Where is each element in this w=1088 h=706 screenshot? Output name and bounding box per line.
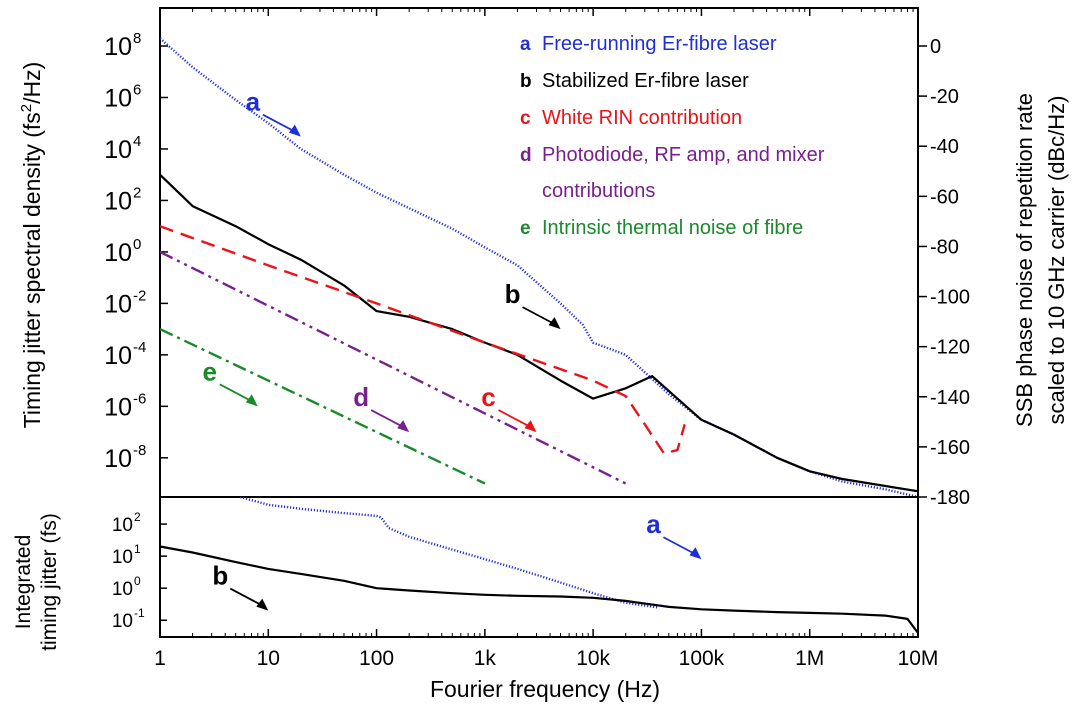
annotation-b-arrowhead xyxy=(256,598,269,611)
legend: a Free-running Er-fibre laser b Stabilized … xyxy=(520,33,825,239)
y-tick-exponent: 8 xyxy=(133,30,141,47)
y-tick-exponent: 6 xyxy=(133,81,141,98)
y-tick-exponent: -2 xyxy=(133,287,146,304)
legend-text-b: Stabilized Er-fibre laser xyxy=(542,70,749,92)
right-axis-tick-label: -180 xyxy=(930,487,970,509)
legend-key-c: c xyxy=(520,108,531,129)
x-tick-label: 1k xyxy=(474,647,497,670)
y-tick-label: 10 xyxy=(104,342,132,370)
y-tick-label: 10 xyxy=(104,393,132,421)
y-tick-exponent: -4 xyxy=(133,339,146,356)
right-axis-tick-label: -100 xyxy=(930,287,970,309)
y-tick-exponent: 4 xyxy=(133,133,141,150)
bottom-y-tick-label: 10 xyxy=(112,515,133,536)
x-tick-label: 100 xyxy=(359,647,394,670)
right-axis-tick-label: -20 xyxy=(930,86,959,108)
right-axis-tick-label: -40 xyxy=(930,136,959,158)
top-y-axis-label: Timing jitter spectral density (fs2/Hz) xyxy=(18,62,45,429)
annotation-e-arrowhead xyxy=(245,394,258,407)
bottom-y-tick-label: 10 xyxy=(112,611,133,632)
bottom-y-tick-exponent: 1 xyxy=(134,542,141,556)
annotation-c-arrowhead xyxy=(524,420,537,433)
right-axis-tick-label: -160 xyxy=(930,437,970,459)
legend-key-d: d xyxy=(520,145,532,166)
right-axis-tick-label: -120 xyxy=(930,337,970,359)
legend-text-d: Photodiode, RF amp, and mixer xyxy=(542,144,825,166)
bottom-y-tick-label: 10 xyxy=(112,579,133,600)
top-plot-frame xyxy=(159,7,919,498)
x-tick-label: 1M xyxy=(795,647,824,670)
y-tick-exponent: -8 xyxy=(133,442,146,459)
x-tick-label: 10 xyxy=(257,647,280,670)
y-tick-label: 10 xyxy=(104,187,132,215)
legend-text-a: Free-running Er-fibre laser xyxy=(542,33,777,55)
annotation-c-label: c xyxy=(481,382,495,412)
series-b-line xyxy=(160,545,918,634)
y-tick-label: 10 xyxy=(104,239,132,267)
x-tick-label: 100k xyxy=(679,647,725,670)
annotation-a-arrowhead xyxy=(689,547,702,560)
bottom-y-axis-label-line2: timing jitter (fs) xyxy=(38,513,61,651)
annotation-b-label: b xyxy=(505,279,521,309)
bottom-y-tick-label: 10 xyxy=(112,547,133,568)
x-tick-label: 10M xyxy=(898,647,939,670)
series-d-line xyxy=(160,250,627,485)
y-tick-label: 10 xyxy=(104,84,132,112)
bottom-plot-frame xyxy=(159,496,919,638)
bottom-y-tick-exponent: 0 xyxy=(134,574,141,588)
legend-key-a: a xyxy=(520,34,531,55)
series-c-line xyxy=(160,225,686,455)
y-tick-label: 10 xyxy=(104,445,132,473)
annotation-d-arrowhead xyxy=(397,420,410,433)
annotation-a-arrowhead xyxy=(288,124,301,137)
annotation-e-label: e xyxy=(203,356,217,386)
bottom-y-tick-exponent: 2 xyxy=(134,510,141,524)
y-tick-exponent: 2 xyxy=(133,184,141,201)
right-axis-tick-label: 0 xyxy=(930,36,941,58)
legend-text-c: White RIN contribution xyxy=(542,107,742,129)
x-tick-label: 10k xyxy=(576,647,610,670)
y-tick-label: 10 xyxy=(104,290,132,318)
x-tick-label: 1 xyxy=(154,647,166,670)
annotation-b-label: b xyxy=(212,561,228,591)
y-tick-label: 10 xyxy=(104,136,132,164)
right-axis-label-line2: scaled to 10 GHz carrier (dBc/Hz) xyxy=(1044,96,1069,425)
bottom-y-tick-exponent: -1 xyxy=(134,606,145,620)
annotation-b-arrowhead xyxy=(548,317,561,330)
y-tick-label: 10 xyxy=(104,33,132,61)
annotation-a-label: a xyxy=(646,509,661,539)
legend-key-e: e xyxy=(520,218,531,239)
series-a-line xyxy=(239,497,659,609)
y-tick-exponent: -6 xyxy=(133,390,146,407)
right-axis-tick-label: -60 xyxy=(930,186,959,208)
series-e-line xyxy=(160,328,486,485)
legend-text-e: Intrinsic thermal noise of fibre xyxy=(542,217,803,239)
right-axis-tick-label: -140 xyxy=(930,387,970,409)
x-axis-label: Fourier frequency (Hz) xyxy=(430,676,660,702)
legend-key-b: b xyxy=(520,71,532,92)
right-axis-label-line1: SSB phase noise of repetition rate xyxy=(1012,93,1037,427)
legend-text2-d: contributions xyxy=(542,180,655,202)
bottom-y-axis-label-line1: Integrated xyxy=(12,535,35,630)
series-b-line xyxy=(160,173,918,493)
y-tick-exponent: 0 xyxy=(133,236,141,253)
right-axis-tick-label: -80 xyxy=(930,236,959,258)
annotation-a-label: a xyxy=(246,87,261,117)
annotation-d-label: d xyxy=(353,382,369,412)
